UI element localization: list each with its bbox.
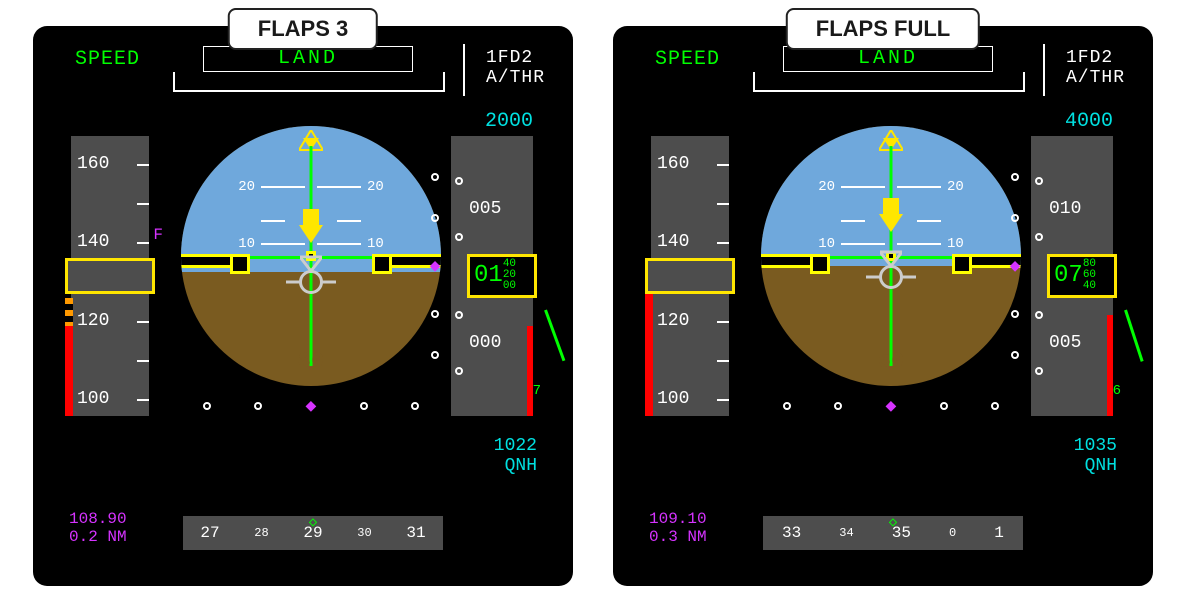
f-speed-marker: F	[153, 226, 163, 244]
config-title: FLAPS FULL	[786, 8, 980, 50]
baro-setting: 1022QNH	[494, 436, 537, 476]
heading-tape: ◇ 27 28 29 30 31	[183, 516, 443, 550]
ils-info: 108.900.2 NM	[69, 510, 127, 546]
speed-tape: 160 140 120 100	[651, 136, 729, 416]
pfd-panel-right: FLAPS FULL SPEED LAND 1FD2A/THR 2020 101…	[613, 26, 1153, 586]
primary-flight-display: SPEED LAND 1FD2A/THR 2020 1010	[33, 26, 573, 586]
pfd-panel-left: FLAPS 3 SPEED LAND 1FD2A/THR 2020 1010	[33, 26, 573, 586]
vertical-speed-needle	[544, 309, 565, 361]
glideslope-diamond-icon: ◆	[1010, 255, 1021, 277]
altitude-tape: 4000 010 005 07806040 6	[1031, 136, 1113, 416]
speed-trend-arrow-icon	[879, 214, 903, 232]
flight-path-vector-icon	[879, 265, 903, 289]
airspeed-readout	[65, 258, 155, 294]
selected-altitude: 4000	[1065, 110, 1113, 133]
ils-info: 109.100.3 NM	[649, 510, 707, 546]
fma-fd-status: 1FD2A/THR	[1066, 48, 1125, 88]
overspeed-barber-pole	[65, 326, 73, 416]
fma-fd-status: 1FD2A/THR	[486, 48, 545, 88]
selected-altitude: 2000	[485, 110, 533, 133]
localizer-diamond-icon: ◆	[306, 395, 317, 417]
glideslope-scale: ◆	[427, 156, 443, 376]
fma-speed-mode: SPEED	[655, 48, 720, 71]
fma-speed-mode: SPEED	[75, 48, 140, 71]
altitude-readout: 07806040	[1047, 254, 1117, 298]
radio-altitude: 7	[533, 383, 541, 399]
speed-trend-arrow-icon	[299, 225, 323, 243]
airspeed-readout	[645, 258, 735, 294]
attitude-indicator: 2020 1010 50	[761, 126, 1021, 386]
attitude-indicator: 2020 1010 80	[181, 126, 441, 386]
overspeed-barber-pole	[645, 293, 653, 416]
heading-bug-icon: ◇	[309, 514, 317, 531]
flight-path-vector-icon	[299, 270, 323, 294]
localizer-diamond-icon: ◆	[886, 395, 897, 417]
vls-band	[65, 298, 73, 326]
localizer-scale: ◆	[181, 398, 441, 414]
altitude-tape: 2000 005 000 01402000 7	[451, 136, 533, 416]
ground-reference	[1107, 315, 1113, 416]
config-title: FLAPS 3	[228, 8, 378, 50]
vertical-speed-needle	[1124, 309, 1144, 361]
heading-readout: 50	[878, 349, 904, 374]
heading-readout: 80	[298, 349, 324, 374]
radio-altitude: 6	[1113, 383, 1121, 399]
glideslope-diamond-icon: ◆	[430, 255, 441, 277]
baro-setting: 1035QNH	[1074, 436, 1117, 476]
altitude-readout: 01402000	[467, 254, 537, 298]
heading-bug-icon: ◇	[889, 514, 897, 531]
speed-tape: 160 140 120 100 F	[71, 136, 149, 416]
localizer-scale: ◆	[761, 398, 1021, 414]
ground-reference	[527, 326, 533, 416]
glideslope-scale: ◆	[1007, 156, 1023, 376]
heading-tape: ◇ 33 34 35 0 1	[763, 516, 1023, 550]
primary-flight-display: SPEED LAND 1FD2A/THR 2020 1010	[613, 26, 1153, 586]
